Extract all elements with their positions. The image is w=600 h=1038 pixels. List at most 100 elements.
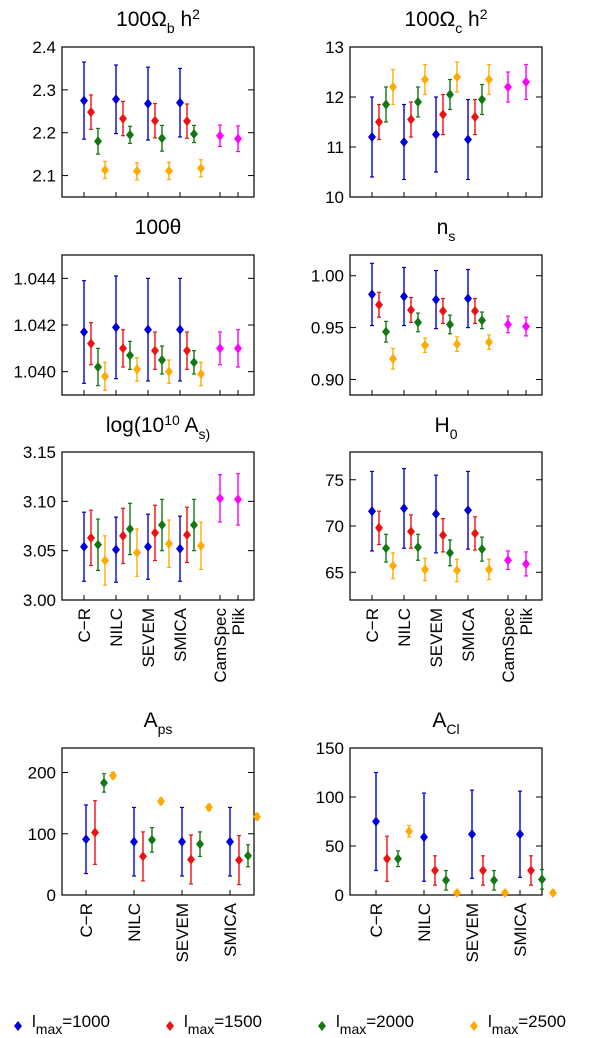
x-tick-label: NILC [395,608,414,647]
data-point [226,836,234,847]
legend-base: l [184,1012,188,1031]
legend-value: =1000 [62,1012,110,1031]
panel-title-part-1: c [455,20,462,36]
data-point [464,293,472,304]
legend-sub: max [36,1021,62,1037]
y-tick-label: 2.1 [32,167,56,186]
data-point [190,520,198,531]
x-tick-label: SEVEM [139,608,158,668]
data-point [382,543,390,554]
panel-title-part-2: A [180,414,199,437]
y-tick-label: 13 [325,38,344,57]
data-point [133,166,141,177]
data-point [421,564,429,575]
data-point [400,291,408,302]
data-point [183,345,191,356]
data-point [165,538,173,549]
y-tick-label: 11 [326,138,344,157]
panel-7: Aps 0 100 200 C−R NILC SEVEM SMICA [28,709,261,963]
data-point [485,337,493,348]
data-point [94,539,102,550]
data-point [253,811,261,822]
x-tick-label: NILC [107,608,126,647]
panel-title-part-1: s [448,228,455,244]
y-tick-label: 1.040 [13,363,56,382]
data-point [101,371,109,382]
y-tick-label: 70 [325,517,344,536]
data-point [112,322,120,333]
panel-title-part-0: H [435,414,450,437]
data-point [414,542,422,553]
data-point [119,530,127,541]
y-tick-label: 10 [325,188,344,207]
data-point [148,834,156,845]
legend-value: =2500 [518,1012,566,1031]
legend-base: l [336,1012,340,1031]
data-point [414,317,422,328]
panel-title-part-0: A [144,709,158,732]
data-point [453,72,461,82]
data-point [400,503,408,514]
panel-title-part-3: 2 [192,6,200,22]
data-point [197,163,205,174]
y-tick-label: 0 [47,886,56,905]
panel-title-part-2: h [175,8,193,31]
legend-marker [470,1021,478,1031]
y-tick-label: 100 [316,788,344,807]
data-point [165,165,173,176]
data-point [375,117,383,127]
x-tick-label: NILC [125,903,144,942]
data-point [87,338,95,349]
plot-frame [61,451,255,601]
legend-marker [14,1021,22,1031]
data-point [407,526,415,537]
x-tick-label: C−R [367,903,386,937]
data-point [478,94,486,105]
data-point [100,777,108,788]
x-tick-label: C−R [363,608,382,642]
x-tick-label: SEVEM [463,903,482,963]
panel-title: log(1010 As) [106,412,210,442]
data-point [234,343,242,354]
legend-value: =1500 [214,1012,262,1031]
data-point [522,321,530,332]
data-point [80,541,88,552]
y-tick-label: 3.05 [23,542,56,561]
data-point [91,827,99,838]
data-point [94,362,102,372]
data-point [158,520,166,531]
data-point [464,134,472,145]
legend-marker [166,1021,174,1031]
data-point [538,874,546,885]
data-point [112,544,120,555]
data-point [126,350,134,361]
data-point [421,340,429,351]
data-point [80,327,88,337]
panel-title: 100Ωb h2 [116,6,200,36]
data-point [176,543,184,554]
x-tick-label: SMICA [171,607,190,662]
data-point [158,133,166,144]
data-point [479,865,487,876]
data-point [453,565,461,576]
x-tick-label: SEVEM [427,608,446,668]
y-tick-label: 0.90 [311,370,344,389]
data-point [446,319,454,330]
data-point [504,555,512,566]
data-point [235,855,243,866]
legend-label: lmax=2500 [488,1012,566,1037]
data-point [485,564,493,575]
data-point [471,112,479,122]
panel-1: 100Ωb h2 2.1 2.2 2.3 2.4 [32,6,255,198]
panel-6: H0 65 70 75 C−R NILC SEVEM SMICA CamSpec Plik [325,414,543,683]
data-point [190,357,198,368]
x-tick-label: SMICA [459,607,478,662]
data-point [504,319,512,330]
data-point [109,770,117,781]
data-point [389,560,397,571]
data-point [453,888,461,899]
legend-sub: max [188,1021,214,1037]
y-tick-label: 50 [325,837,344,856]
data-point [439,306,447,316]
